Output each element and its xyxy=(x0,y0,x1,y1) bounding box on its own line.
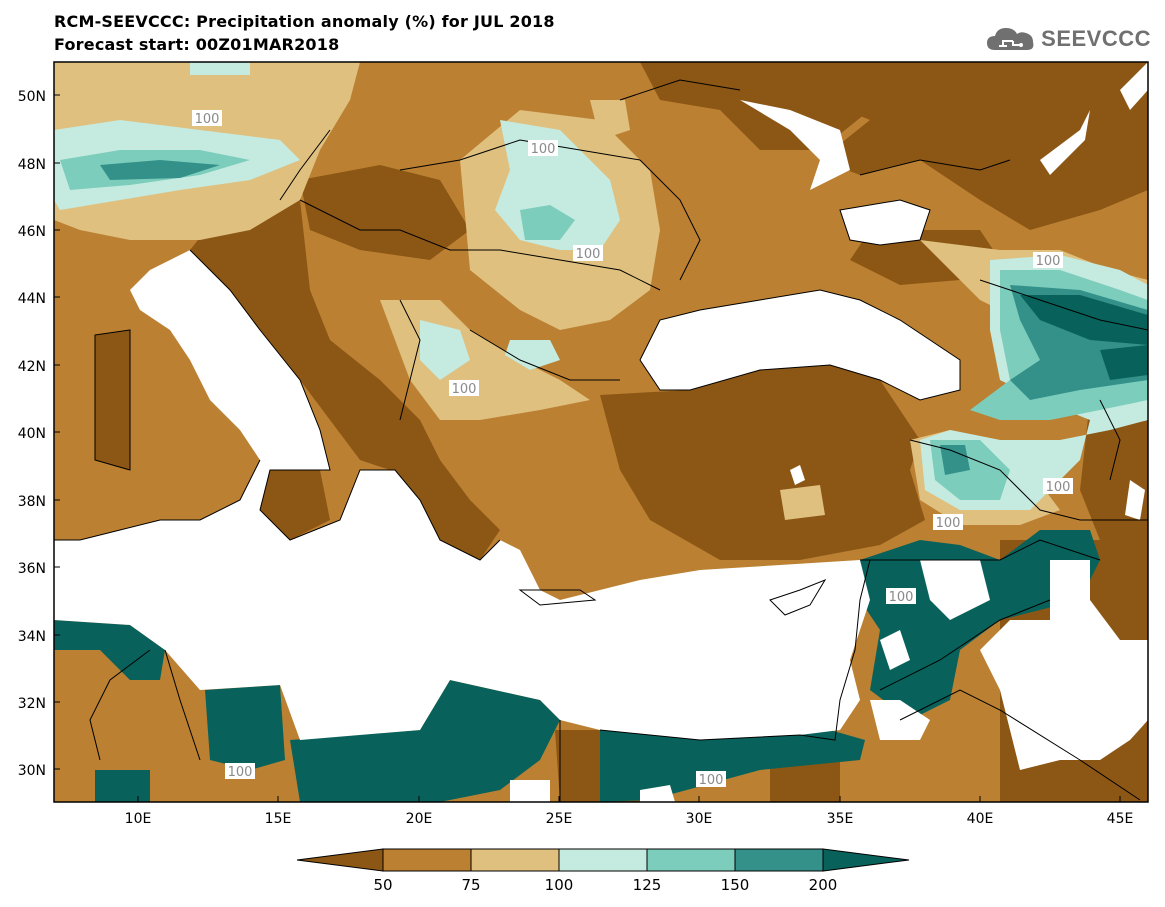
contour-label: 100 xyxy=(696,771,726,788)
lat-tick-label: 50N xyxy=(18,89,46,105)
coastlines xyxy=(54,79,1148,802)
lon-tick-label: 45E xyxy=(1107,811,1134,827)
colorbar-high-arrow xyxy=(822,848,910,872)
lat-tick-label: 32N xyxy=(18,696,46,712)
colorbar-label: 75 xyxy=(461,876,480,894)
lon-tick-label: 35E xyxy=(827,811,854,827)
colorbar-segment xyxy=(646,848,736,872)
colorbar-label: 150 xyxy=(721,876,750,894)
svg-text:100: 100 xyxy=(195,112,220,127)
contour-label: 100 xyxy=(225,763,255,780)
lat-tick-label: 48N xyxy=(18,157,46,173)
map-field xyxy=(54,62,1148,802)
forecast-start-subtitle: Forecast start: 00Z01MAR2018 xyxy=(54,35,340,54)
lon-tick-label: 30E xyxy=(686,811,713,827)
contour-label: 100 xyxy=(933,514,963,531)
contour-label: 100 xyxy=(528,140,558,157)
colorbar-segment xyxy=(734,848,824,872)
colorbar-low-arrow xyxy=(296,848,384,872)
lat-tick-label: 46N xyxy=(18,224,46,240)
lat-tick-label: 36N xyxy=(18,561,46,577)
contour-label: 100 xyxy=(1033,252,1063,269)
seevccc-logo: SEEVCCC xyxy=(985,22,1151,56)
colorbar-label: 100 xyxy=(545,876,574,894)
cloud-icon xyxy=(987,28,1034,50)
svg-text:100: 100 xyxy=(576,247,601,262)
lon-tick-label: 25E xyxy=(546,811,573,827)
colorbar-segment xyxy=(558,848,648,872)
masked-area xyxy=(54,62,1148,802)
svg-text:100: 100 xyxy=(452,382,477,397)
svg-text:100: 100 xyxy=(889,590,914,605)
lat-tick-label: 44N xyxy=(18,291,46,307)
svg-text:100: 100 xyxy=(228,765,253,780)
anomaly-above-200 xyxy=(54,295,1148,802)
lat-tick-label: 38N xyxy=(18,494,46,510)
lat-tick-label: 40N xyxy=(18,426,46,442)
svg-text:100: 100 xyxy=(1046,480,1071,495)
svg-text:100: 100 xyxy=(531,142,556,157)
logo-text: SEEVCCC xyxy=(1041,26,1151,51)
colorbar: 50 75 100 125 150 200 xyxy=(296,848,910,894)
svg-text:100: 100 xyxy=(699,773,724,788)
lon-axis: 10E 15E 20E 25E 30E 35E 40E 45E xyxy=(125,796,1134,827)
lat-tick-label: 34N xyxy=(18,629,46,645)
lon-tick-label: 15E xyxy=(265,811,292,827)
contour-label: 100 xyxy=(573,245,603,262)
contour-label: 100 xyxy=(1043,478,1073,495)
lon-tick-label: 40E xyxy=(967,811,994,827)
svg-text:100: 100 xyxy=(936,516,961,531)
lon-tick-label: 20E xyxy=(406,811,433,827)
colorbar-segment xyxy=(470,848,560,872)
lat-tick-label: 42N xyxy=(18,359,46,375)
colorbar-label: 50 xyxy=(373,876,392,894)
lat-tick-label: 30N xyxy=(18,763,46,779)
contour-label: 100 xyxy=(886,588,916,605)
contour-labels: 100 100 100 100 100 100 100 100 100 100 … xyxy=(192,110,1073,788)
contour-label: 100 xyxy=(192,110,222,127)
contour-label: 100 xyxy=(449,380,479,397)
svg-text:100: 100 xyxy=(1036,254,1061,269)
map-title: RCM-SEEVCCC: Precipitation anomaly (%) f… xyxy=(54,12,555,31)
lon-tick-label: 10E xyxy=(125,811,152,827)
colorbar-label: 200 xyxy=(809,876,838,894)
colorbar-segment xyxy=(382,848,472,872)
colorbar-label: 125 xyxy=(633,876,662,894)
lat-axis: 30N 32N 34N 36N 38N 40N 42N 44N 46N 48N … xyxy=(18,89,60,779)
